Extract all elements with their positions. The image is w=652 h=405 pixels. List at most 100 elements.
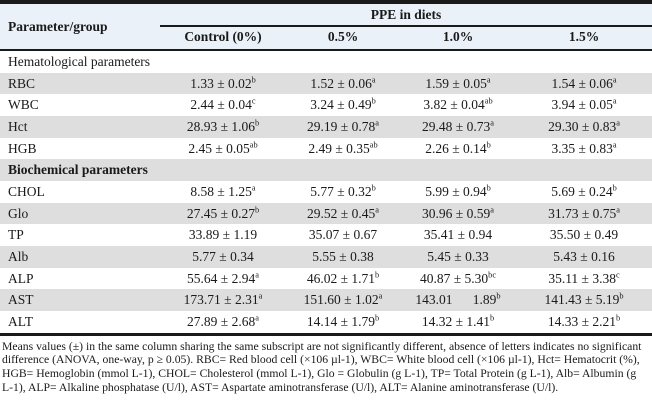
value-cell: 5.43 ± 0.16	[516, 245, 652, 268]
value-cell: 2.44 ± 0.04c	[190, 96, 256, 113]
significance-superscript: a	[490, 118, 494, 128]
parameter-cell: ALT	[8, 313, 34, 329]
value-cell: 35.41 ± 0.94	[423, 227, 493, 243]
value-cell: 29.19 ± 0.78a	[286, 115, 400, 138]
value-cell: 14.32 ± 1.41b	[421, 313, 495, 329]
value-cell: 40.87 ± 5.30bc	[419, 270, 497, 286]
value-cell: 29.52 ± 0.45a	[286, 202, 400, 225]
parameter-cell: AST	[0, 289, 160, 311]
table-row: HGB 2.45 ± 0.05ab 2.49 ± 0.35ab 2.26 ± 0.14…	[0, 138, 652, 160]
significance-superscript: b	[371, 96, 376, 106]
value-cell: 46.02 ± 1.71b	[306, 270, 380, 286]
significance-superscript: b	[496, 291, 501, 301]
value-cell: 141.43 ± 5.19b	[516, 289, 652, 311]
significance-superscript: a	[616, 118, 620, 128]
significance-superscript: b	[486, 140, 491, 150]
footnote: Means values (±) in the same column shar…	[2, 339, 642, 394]
significance-superscript: b	[374, 270, 380, 280]
column-header-2: 1.0%	[400, 26, 516, 51]
significance-superscript: b	[374, 313, 380, 323]
value-cell: 151.60 ± 1.02a	[286, 289, 400, 311]
parameter-cell: CHOL	[8, 183, 45, 199]
value-cell: 35.50 ± 0.49	[549, 227, 619, 243]
significance-superscript: a	[251, 183, 256, 193]
significance-superscript: a	[375, 118, 379, 128]
table-header: Parameter/group PPE in diets Control (0%…	[0, 2, 652, 51]
value-cell: 173.71 ± 2.31a	[160, 289, 286, 311]
value-cell: 3.94 ± 0.05a	[551, 96, 617, 113]
value-cell: 33.89 ± 1.19	[188, 227, 258, 243]
value-cell: 1.33 ± 0.02b	[160, 72, 286, 95]
significance-superscript: a	[612, 140, 617, 150]
value-cell: 5.55 ± 0.38	[286, 245, 400, 268]
value-cell: 5.45 ± 0.33	[400, 245, 516, 268]
value-cell: 1.59 ± 0.05a	[400, 72, 516, 95]
significance-superscript: b	[486, 183, 491, 193]
parameter-cell: WBC	[8, 97, 39, 113]
value-cell: 27.45 ± 0.27b	[160, 202, 286, 225]
table-row: RBC 1.33 ± 0.02b 1.52 ± 0.06a 1.59 ± 0.05a 1…	[0, 72, 652, 95]
results-sheet: Parameter/group PPE in diets Control (0%…	[0, 0, 652, 394]
significance-superscript: b	[371, 183, 376, 193]
value-cell: 55.64 ± 2.94a	[187, 270, 259, 286]
table-body: Hematological parameters RBC 1.33 ± 0.02b 1…	[0, 50, 652, 334]
significance-superscript: a	[371, 75, 376, 85]
parameter-cell: TP	[8, 227, 24, 243]
value-cell: 31.73 ± 0.75a	[516, 202, 652, 225]
table-row: Hct 28.93 ± 1.06b 29.19 ± 0.78a 29.48 ± 0.7…	[0, 115, 652, 138]
significance-superscript: a	[490, 205, 494, 215]
value-cell: 5.77 ± 0.34	[160, 245, 286, 268]
table-row: AST 173.71 ± 2.31a 151.60 ± 1.02a 143.01 1.…	[0, 289, 652, 311]
value-cell: 5.77 ± 0.32b	[310, 183, 376, 199]
value-cell: 1.52 ± 0.06a	[286, 72, 400, 95]
significance-superscript: a	[612, 75, 617, 85]
value-cell: 3.82 ± 0.04ab	[423, 96, 493, 113]
value-cell: 8.58 ± 1.25a	[190, 183, 256, 199]
significance-superscript: b	[612, 183, 617, 193]
significance-superscript: a	[612, 96, 617, 106]
significance-superscript: ab	[249, 140, 258, 150]
table-row: ALP 55.64 ± 2.94a 46.02 ± 1.71b 40.87 ± 5.3…	[0, 268, 652, 290]
table-row: TP 33.89 ± 1.19 35.07 ± 0.67 35.41 ± 0.94 35…	[0, 224, 652, 246]
value-cell: 14.33 ± 2.21b	[547, 313, 621, 329]
value-cell: 28.93 ± 1.06b	[160, 115, 286, 138]
value-cell: 5.69 ± 0.24b	[551, 183, 617, 199]
significance-superscript: b	[616, 313, 621, 323]
significance-superscript: bc	[488, 270, 497, 280]
significance-superscript: b	[254, 205, 260, 215]
value-cell: 5.99 ± 0.94b	[425, 183, 491, 199]
value-cell: 143.01 1.89b	[400, 289, 516, 311]
value-cell: 1.54 ± 0.06a	[516, 72, 652, 95]
value-cell: 35.11 ± 3.38c	[548, 270, 620, 286]
section-label: Biochemical parameters	[0, 159, 652, 181]
section-label: Hematological parameters	[8, 54, 151, 69]
significance-superscript: a	[255, 270, 259, 280]
table-row: Glo 27.45 ± 0.27b 29.52 ± 0.45a 30.96 ± 0.5…	[0, 202, 652, 225]
table-row: CHOL 8.58 ± 1.25a 5.77 ± 0.32b 5.99 ± 0.94b…	[0, 181, 652, 203]
significance-superscript: a	[486, 75, 491, 85]
section-row: Hematological parameters	[0, 50, 652, 73]
value-cell: 3.24 ± 0.49b	[310, 96, 376, 113]
significance-superscript: c	[251, 96, 256, 106]
significance-superscript: a	[375, 205, 379, 215]
value-cell: 29.48 ± 0.73a	[400, 115, 516, 138]
significance-superscript: b	[489, 313, 495, 323]
value-cell: 2.49 ± 0.35ab	[308, 140, 378, 156]
significance-superscript: a	[378, 291, 383, 301]
value-cell: 2.45 ± 0.05ab	[188, 140, 258, 156]
parameter-cell: HGB	[8, 140, 37, 156]
value-cell: 3.35 ± 0.83a	[551, 140, 617, 156]
value-cell: 35.07 ± 0.67	[308, 227, 378, 243]
value-cell: 2.26 ± 0.14b	[425, 140, 491, 156]
significance-superscript: b	[251, 75, 256, 85]
column-header-1: 0.5%	[286, 26, 400, 51]
significance-superscript: b	[619, 291, 624, 301]
column-header-0: Control (0%)	[160, 26, 286, 51]
significance-superscript: c	[615, 270, 620, 280]
table-row: ALT 27.89 ± 2.68a 14.14 ± 1.79b 14.32 ± 1.4…	[0, 311, 652, 334]
parameter-cell: Alb	[0, 245, 160, 268]
significance-superscript: a	[616, 205, 620, 215]
significance-superscript: ab	[484, 96, 493, 106]
parameter-cell: RBC	[0, 72, 160, 95]
column-header-3: 1.5%	[516, 26, 652, 51]
